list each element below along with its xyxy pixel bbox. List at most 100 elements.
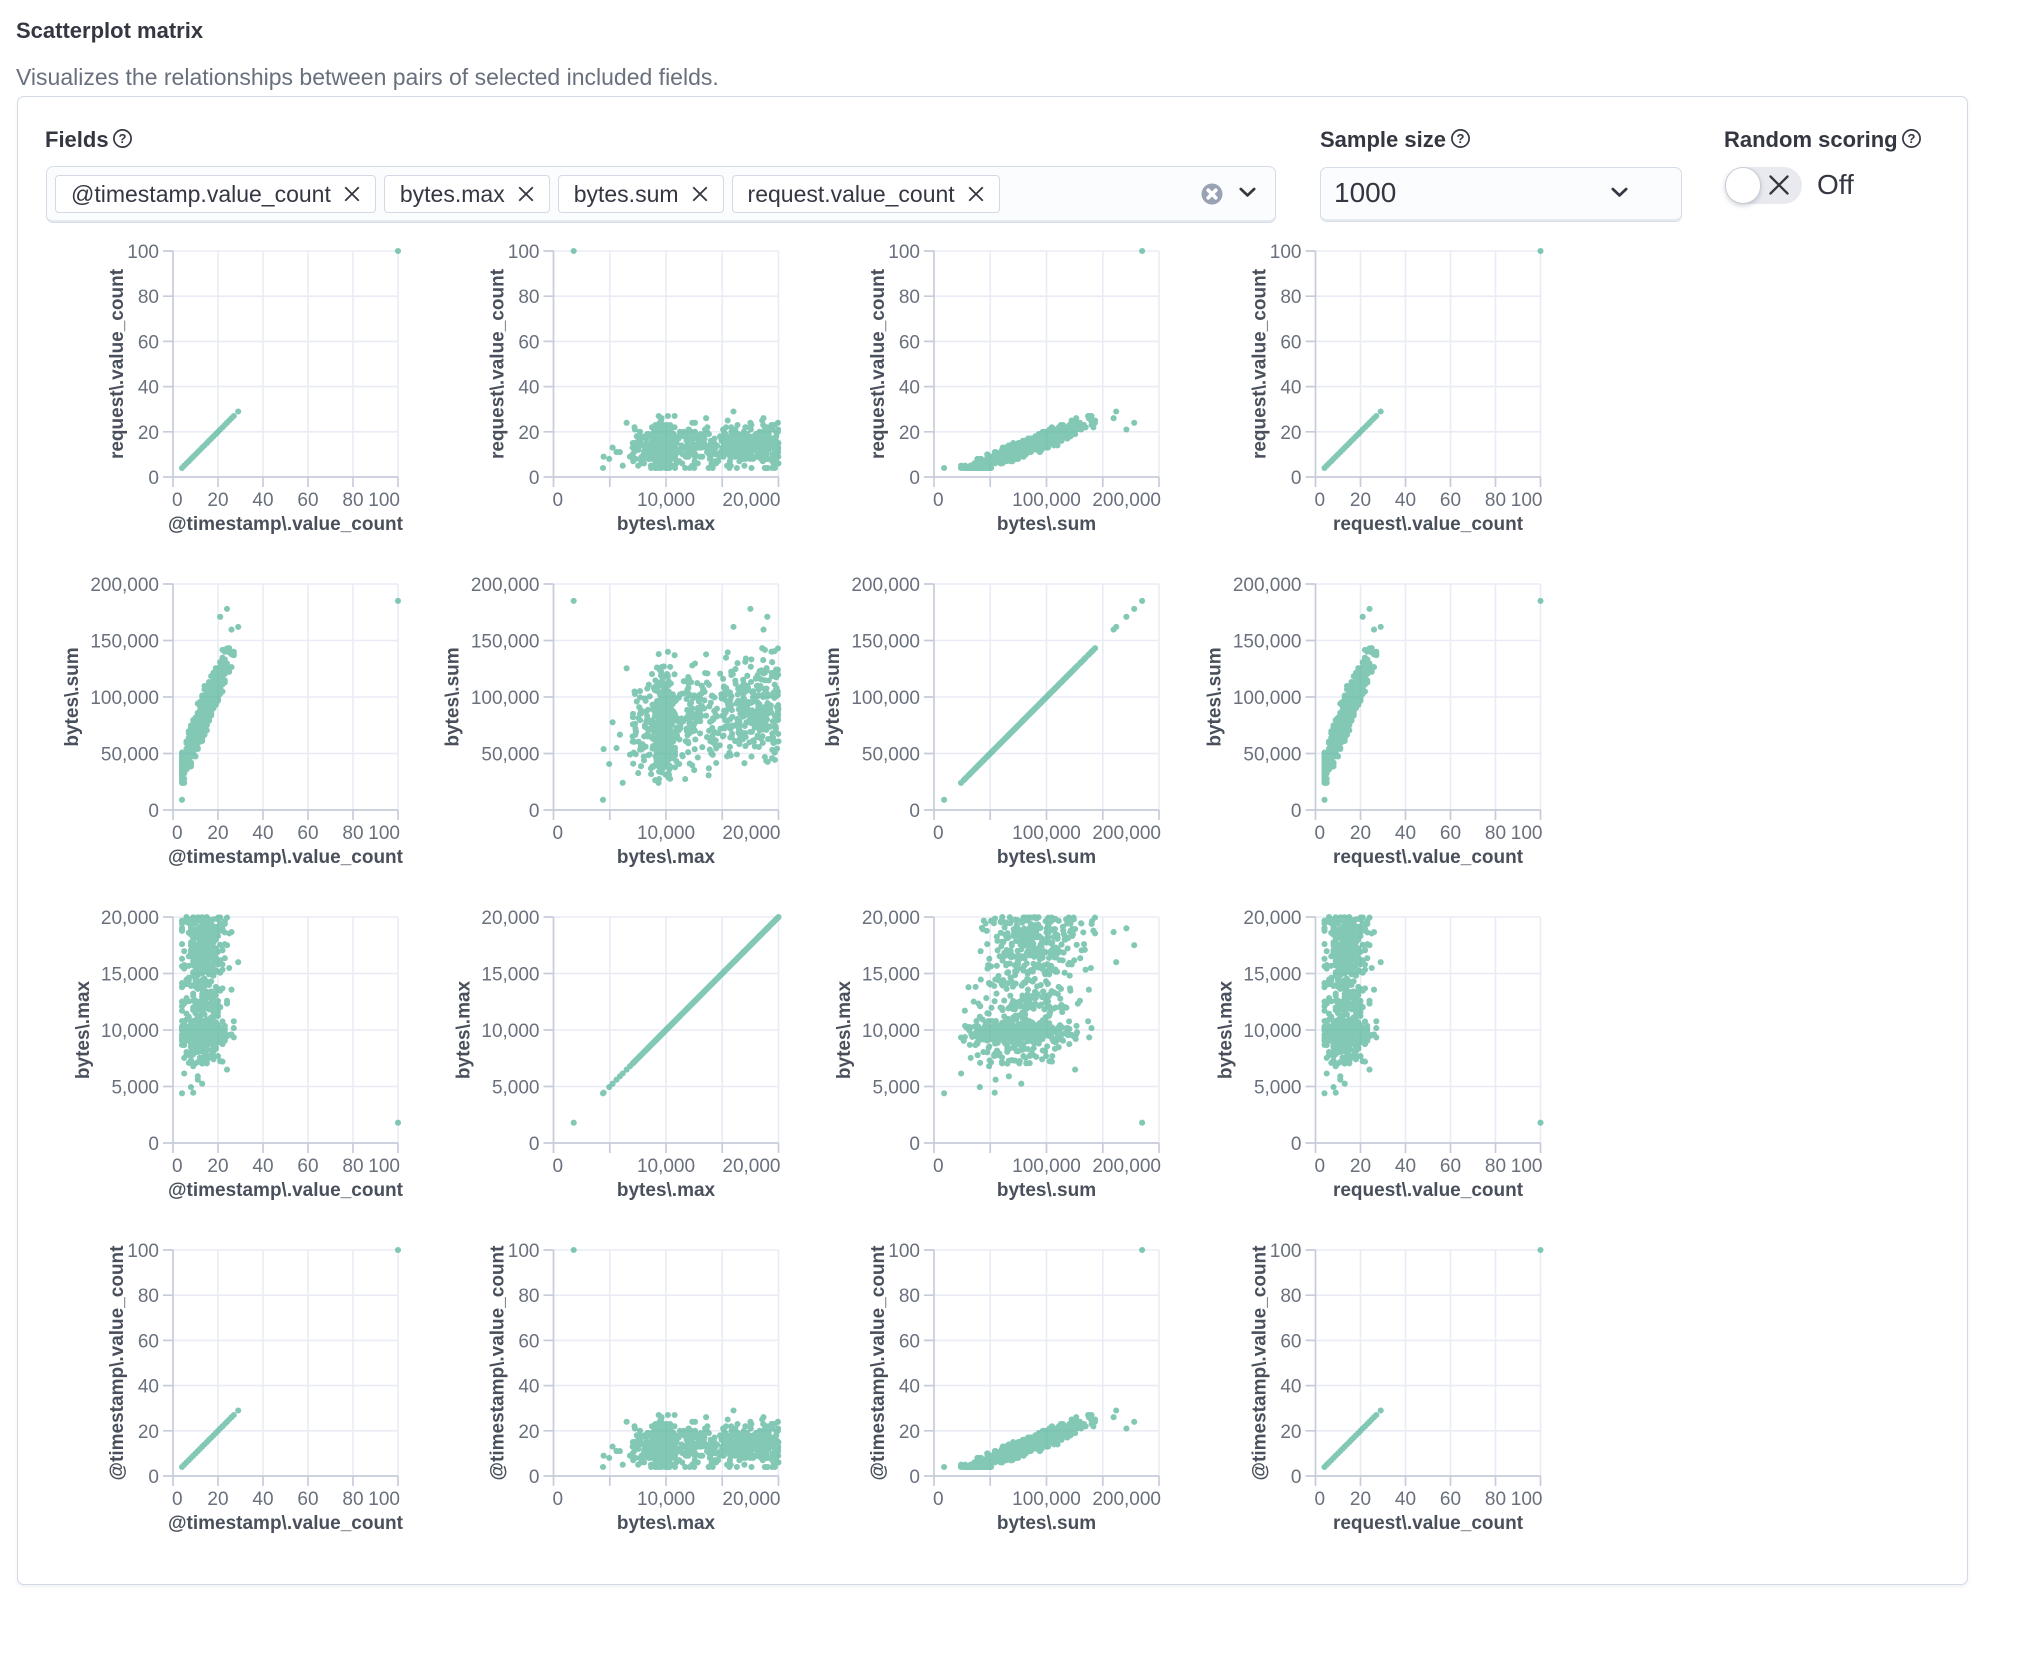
svg-text:0: 0 [933, 1489, 944, 1510]
svg-text:0: 0 [529, 801, 540, 822]
svg-text:10,000: 10,000 [637, 490, 695, 511]
svg-text:bytes\.sum: bytes\.sum [997, 847, 1096, 868]
svg-text:80: 80 [899, 1286, 920, 1307]
svg-text:bytes\.sum: bytes\.sum [997, 514, 1096, 535]
svg-text:60: 60 [1280, 332, 1301, 353]
svg-text:200,000: 200,000 [1092, 823, 1161, 844]
svg-text:0: 0 [1291, 1134, 1302, 1155]
svg-text:request\.value_count: request\.value_count [868, 268, 889, 459]
svg-text:80: 80 [1280, 287, 1301, 308]
svg-text:100: 100 [1511, 823, 1543, 844]
svg-text:60: 60 [1440, 823, 1461, 844]
svg-text:60: 60 [1440, 490, 1461, 511]
svg-text:bytes\.sum: bytes\.sum [443, 647, 464, 746]
svg-text:bytes\.max: bytes\.max [617, 514, 716, 535]
svg-text:40: 40 [899, 378, 920, 399]
svg-text:40: 40 [252, 1156, 273, 1177]
svg-text:0: 0 [148, 468, 159, 489]
svg-text:20,000: 20,000 [722, 1489, 780, 1510]
svg-text:60: 60 [297, 490, 318, 511]
svg-text:60: 60 [1440, 1489, 1461, 1510]
svg-text:20: 20 [899, 1422, 920, 1443]
svg-text:0: 0 [172, 823, 183, 844]
svg-text:@timestamp\.value_count: @timestamp\.value_count [168, 1513, 404, 1534]
svg-text:10,000: 10,000 [1243, 1021, 1301, 1042]
svg-text:100: 100 [888, 1241, 920, 1262]
svg-text:20: 20 [207, 490, 228, 511]
svg-text:request\.value_count: request\.value_count [1333, 847, 1524, 868]
svg-text:10,000: 10,000 [101, 1021, 159, 1042]
svg-text:0: 0 [553, 490, 564, 511]
svg-text:0: 0 [148, 801, 159, 822]
svg-text:20: 20 [1350, 823, 1371, 844]
svg-text:0: 0 [1291, 801, 1302, 822]
svg-text:50,000: 50,000 [1243, 745, 1301, 766]
svg-text:?: ? [1908, 131, 1916, 146]
svg-text:200,000: 200,000 [471, 575, 540, 596]
svg-text:100,000: 100,000 [1012, 1156, 1081, 1177]
svg-text:0: 0 [529, 468, 540, 489]
svg-text:60: 60 [518, 332, 539, 353]
svg-text:100,000: 100,000 [471, 688, 540, 709]
svg-text:100,000: 100,000 [1012, 490, 1081, 511]
svg-text:100,000: 100,000 [90, 688, 159, 709]
svg-text:5,000: 5,000 [1254, 1078, 1302, 1099]
svg-text:5,000: 5,000 [872, 1078, 920, 1099]
svg-text:200,000: 200,000 [1092, 1489, 1161, 1510]
svg-text:20,000: 20,000 [722, 1156, 780, 1177]
svg-text:100: 100 [368, 1156, 400, 1177]
svg-text:200,000: 200,000 [1233, 575, 1302, 596]
svg-text:80: 80 [342, 1156, 363, 1177]
svg-text:10,000: 10,000 [481, 1021, 539, 1042]
svg-text:40: 40 [1280, 1377, 1301, 1398]
svg-text:0: 0 [1315, 823, 1326, 844]
svg-text:0: 0 [1291, 468, 1302, 489]
svg-text:200,000: 200,000 [1092, 1156, 1161, 1177]
svg-text:5,000: 5,000 [492, 1078, 540, 1099]
svg-text:20: 20 [518, 423, 539, 444]
svg-text:40: 40 [1395, 490, 1416, 511]
svg-text:40: 40 [518, 378, 539, 399]
svg-text:150,000: 150,000 [1233, 632, 1302, 653]
svg-text:80: 80 [138, 287, 159, 308]
svg-text:60: 60 [138, 1331, 159, 1352]
svg-text:40: 40 [1395, 823, 1416, 844]
svg-text:?: ? [1457, 131, 1465, 146]
svg-text:100: 100 [127, 242, 159, 263]
svg-text:bytes\.max: bytes\.max [617, 847, 716, 868]
svg-text:bytes\.sum: bytes\.sum [997, 1513, 1096, 1534]
svg-text:100: 100 [368, 490, 400, 511]
svg-text:request\.value_count: request\.value_count [1333, 1180, 1524, 1201]
svg-text:0: 0 [148, 1134, 159, 1155]
svg-text:bytes\.max: bytes\.max [454, 980, 475, 1079]
svg-text:0: 0 [933, 490, 944, 511]
svg-text:20,000: 20,000 [481, 908, 539, 929]
svg-text:0: 0 [909, 801, 920, 822]
svg-text:0: 0 [172, 1489, 183, 1510]
svg-text:80: 80 [342, 490, 363, 511]
svg-text:bytes\.sum: bytes\.sum [62, 647, 83, 746]
svg-text:0: 0 [148, 1467, 159, 1488]
svg-text:0: 0 [1315, 1156, 1326, 1177]
svg-text:@timestamp\.value_count: @timestamp\.value_count [168, 1180, 404, 1201]
svg-text:40: 40 [899, 1377, 920, 1398]
svg-text:15,000: 15,000 [481, 965, 539, 986]
svg-text:15,000: 15,000 [1243, 965, 1301, 986]
svg-text:10,000: 10,000 [862, 1021, 920, 1042]
svg-text:50,000: 50,000 [862, 745, 920, 766]
svg-text:60: 60 [297, 1489, 318, 1510]
svg-text:200,000: 200,000 [90, 575, 159, 596]
svg-text:80: 80 [1280, 1286, 1301, 1307]
svg-text:20: 20 [518, 1422, 539, 1443]
svg-text:?: ? [119, 131, 127, 146]
svg-text:40: 40 [518, 1377, 539, 1398]
svg-text:40: 40 [252, 823, 273, 844]
svg-text:20: 20 [1350, 490, 1371, 511]
svg-text:@timestamp\.value_count: @timestamp\.value_count [168, 847, 404, 868]
svg-text:20: 20 [1280, 423, 1301, 444]
svg-text:0: 0 [933, 823, 944, 844]
svg-text:20: 20 [899, 423, 920, 444]
svg-text:100: 100 [1511, 1156, 1543, 1177]
svg-text:50,000: 50,000 [481, 745, 539, 766]
svg-text:150,000: 150,000 [851, 632, 920, 653]
